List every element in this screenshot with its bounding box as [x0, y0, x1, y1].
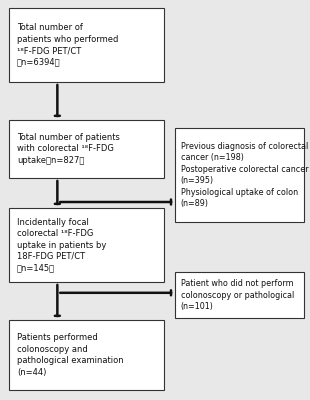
- Text: Patient who did not perform
colonoscopy or pathological
(n=101): Patient who did not perform colonoscopy …: [181, 279, 294, 311]
- FancyBboxPatch shape: [9, 8, 164, 82]
- Text: Total number of
patients who performed
¹⁸F-FDG PET/CT
（n=6394）: Total number of patients who performed ¹…: [17, 23, 118, 67]
- Text: Total number of patients
with colorectal ¹⁸F-FDG
uptake（n=827）: Total number of patients with colorectal…: [17, 133, 120, 165]
- FancyBboxPatch shape: [9, 120, 164, 178]
- FancyBboxPatch shape: [175, 272, 304, 318]
- FancyBboxPatch shape: [9, 320, 164, 390]
- Text: Patients performed
colonoscopy and
pathological examination
(n=44): Patients performed colonoscopy and patho…: [17, 333, 124, 377]
- FancyBboxPatch shape: [175, 128, 304, 222]
- Text: Previous diagnosis of colorectal
cancer (n=198)
Postoperative colorectal cancer
: Previous diagnosis of colorectal cancer …: [181, 142, 308, 208]
- Text: Incidentally focal
colorectal ¹⁸F-FDG
uptake in patients by
18F-FDG PET/CT
（n=14: Incidentally focal colorectal ¹⁸F-FDG up…: [17, 218, 106, 272]
- FancyBboxPatch shape: [9, 208, 164, 282]
